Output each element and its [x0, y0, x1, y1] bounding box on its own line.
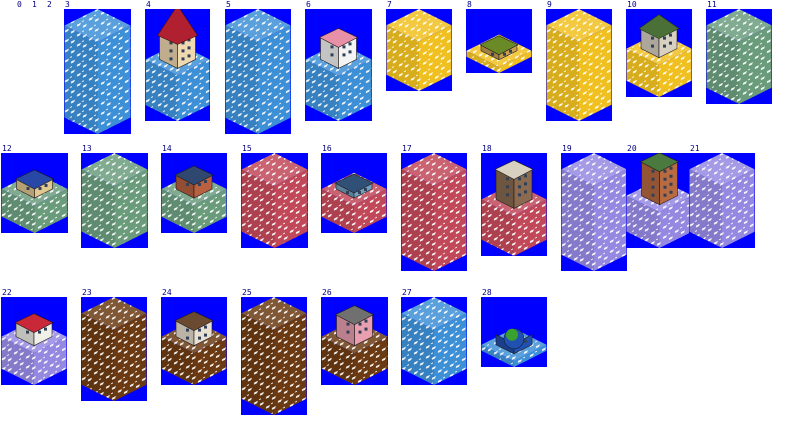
isometric-block-icon: [401, 153, 467, 271]
sprite-green-block[interactable]: [706, 9, 772, 104]
sprite-id-label: 9: [547, 0, 552, 9]
isometric-block-icon: [145, 9, 210, 121]
sprite-id-label: 3: [65, 0, 70, 9]
sprite-id-label: 23: [82, 288, 92, 297]
isometric-block-icon: [161, 297, 227, 385]
sprite-brown-house[interactable]: [161, 297, 227, 385]
sprite-green-blue-roof-hall[interactable]: [1, 153, 68, 233]
sprite-red-block[interactable]: [401, 153, 467, 271]
isometric-block-icon: [626, 153, 693, 248]
sprite-id-label: 21: [690, 144, 700, 153]
isometric-block-icon: [81, 297, 147, 401]
isometric-block-icon: [161, 153, 227, 233]
sprite-blue-pink-pavilion[interactable]: [305, 9, 372, 121]
sprite-brown-pink-apartment[interactable]: [321, 297, 388, 385]
sprite-blue-block[interactable]: [225, 9, 291, 134]
sprite-id-label: 17: [402, 144, 412, 153]
isometric-block-icon: [321, 297, 388, 385]
sprite-brown-block[interactable]: [81, 297, 147, 401]
sprite-id-label: 7: [387, 0, 392, 9]
header-label-0: 0: [17, 0, 22, 9]
sprite-purple-block[interactable]: [561, 153, 627, 271]
sprite-id-label: 11: [707, 0, 717, 9]
sprite-id-label: 22: [2, 288, 12, 297]
sprite-green-block[interactable]: [81, 153, 148, 248]
isometric-block-icon: [401, 297, 467, 385]
isometric-block-icon: [626, 9, 692, 97]
isometric-block-icon: [481, 153, 547, 256]
sprite-blue-red-tower[interactable]: [145, 9, 210, 121]
isometric-block-icon: [64, 9, 131, 134]
isometric-block-icon: [305, 9, 372, 121]
isometric-block-icon: [321, 153, 387, 233]
sprite-purple-mansion[interactable]: [1, 297, 67, 385]
sprite-red-office-block[interactable]: [481, 153, 547, 256]
sprite-purple-block[interactable]: [689, 153, 755, 248]
isometric-block-icon: [546, 9, 612, 121]
isometric-block-icon: [481, 297, 547, 367]
isometric-block-icon: [1, 153, 68, 233]
sprite-brown-block[interactable]: [241, 297, 307, 415]
sprite-blue-globe-park[interactable]: [481, 297, 547, 367]
sprite-yellow-block[interactable]: [546, 9, 612, 121]
isometric-block-icon: [1, 297, 67, 385]
sprite-yellow-farm[interactable]: [466, 9, 532, 73]
sprite-id-label: 24: [162, 288, 172, 297]
sprite-id-label: 26: [322, 288, 332, 297]
sprite-id-label: 15: [242, 144, 252, 153]
sprite-purple-brick-tower[interactable]: [626, 153, 693, 248]
sprite-id-label: 25: [242, 288, 252, 297]
isometric-block-icon: [241, 153, 308, 248]
sprite-blue-block[interactable]: [401, 297, 467, 385]
isometric-block-icon: [689, 153, 755, 248]
sprite-id-label: 19: [562, 144, 572, 153]
sprite-id-label: 28: [482, 288, 492, 297]
isometric-block-icon: [225, 9, 291, 134]
isometric-block-icon: [386, 9, 452, 91]
sprite-id-label: 16: [322, 144, 332, 153]
sprite-id-label: 12: [2, 144, 12, 153]
sprite-id-label: 10: [627, 0, 637, 9]
sprite-id-label: 13: [82, 144, 92, 153]
sprite-id-label: 4: [146, 0, 151, 9]
isometric-block-icon: [81, 153, 148, 248]
isometric-block-icon: [241, 297, 307, 415]
sprite-id-label: 18: [482, 144, 492, 153]
sprite-id-label: 20: [627, 144, 637, 153]
sprite-red-block[interactable]: [241, 153, 308, 248]
sprite-yellow-green-dome[interactable]: [626, 9, 692, 97]
sprite-id-label: 5: [226, 0, 231, 9]
sprite-id-label: 27: [402, 288, 412, 297]
isometric-block-icon: [466, 9, 532, 73]
sprite-green-factory[interactable]: [161, 153, 227, 233]
sprite-id-label: 6: [306, 0, 311, 9]
sprite-red-solar-plant[interactable]: [321, 153, 387, 233]
header-label-2: 2: [47, 0, 52, 9]
sprite-yellow-block[interactable]: [386, 9, 452, 91]
sprite-blue-block[interactable]: [64, 9, 131, 134]
sprite-id-label: 14: [162, 144, 172, 153]
header-label-1: 1: [32, 0, 37, 9]
isometric-block-icon: [561, 153, 627, 271]
sprite-id-label: 8: [467, 0, 472, 9]
isometric-block-icon: [706, 9, 772, 104]
